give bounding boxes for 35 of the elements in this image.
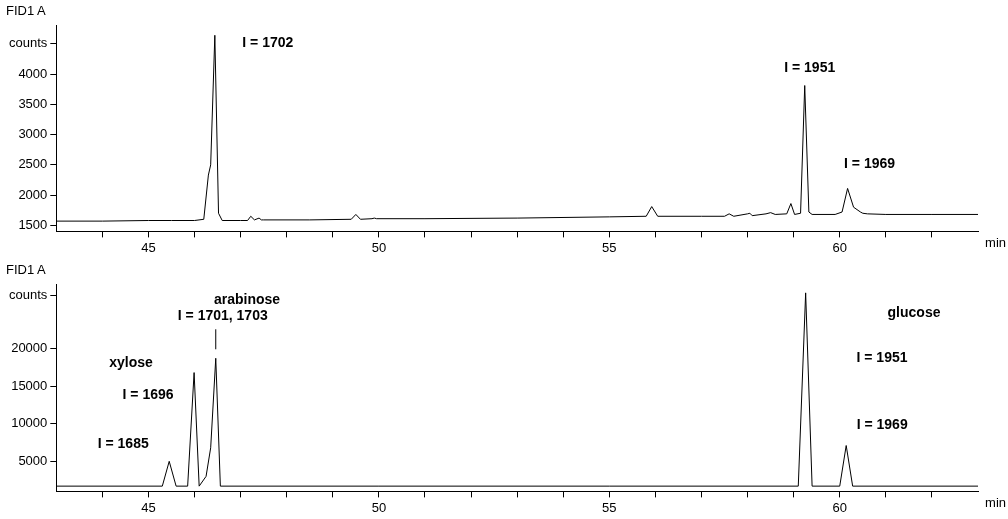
- y-tick-label: 20000: [11, 340, 48, 356]
- x-tick-label: 45: [141, 239, 156, 255]
- y-tick-label: 4000: [18, 65, 48, 81]
- annotation: I = 1969: [844, 155, 896, 172]
- y-tick-label: 3000: [18, 126, 48, 142]
- x-tick-label: 60: [832, 239, 847, 255]
- y-tick-label: counts: [8, 287, 48, 303]
- x-axis-title: min: [985, 495, 1006, 511]
- y-tick-label: 10000: [11, 415, 48, 431]
- annotation: I = 1951: [856, 348, 908, 365]
- y-tick-label: 15000: [11, 377, 48, 393]
- annotation: I = 1701, 1703: [177, 307, 268, 324]
- annotation: xylose: [109, 354, 154, 371]
- annotation: I = 1951: [784, 59, 836, 76]
- x-tick-label: 60: [832, 499, 847, 515]
- y-tick-label: 2500: [18, 156, 48, 172]
- x-tick-label: 50: [371, 499, 387, 515]
- annotation: I = 1702: [242, 34, 294, 51]
- x-tick-label: 50: [371, 239, 387, 255]
- x-tick-label: 55: [602, 239, 617, 255]
- annotation: glucose: [887, 303, 941, 320]
- x-tick-label: 45: [141, 499, 156, 515]
- y-tick-label: counts: [8, 35, 48, 51]
- y-tick-label: 5000: [18, 452, 48, 468]
- y-tick-label: 1500: [18, 216, 48, 232]
- x-tick-label: 55: [602, 499, 617, 515]
- annotation: arabinose: [213, 290, 281, 307]
- annotation: I = 1685: [97, 435, 149, 452]
- annotation: I = 1969: [856, 416, 908, 433]
- x-axis-title: min: [985, 235, 1006, 251]
- y-tick-label: 3500: [18, 95, 48, 111]
- annotation: I = 1696: [122, 386, 174, 403]
- chart-title: FID1 A: [6, 3, 47, 19]
- y-tick-label: 2000: [18, 186, 48, 202]
- chart-title: FID1 A: [6, 262, 47, 278]
